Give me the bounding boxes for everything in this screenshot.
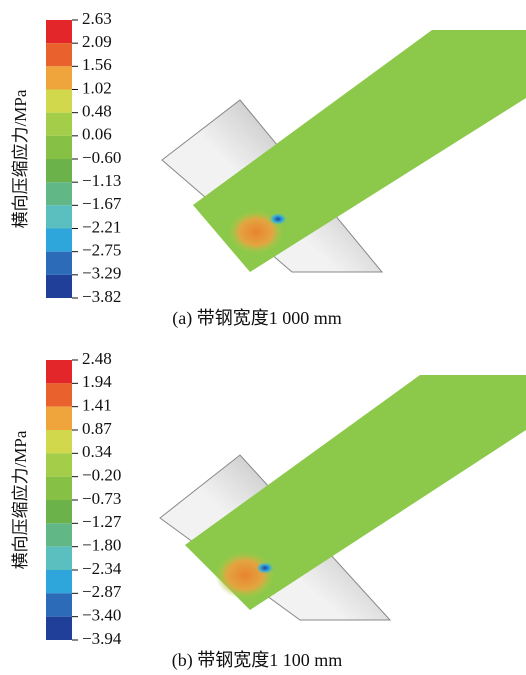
legend-swatch	[46, 43, 72, 66]
legend-label: −2.75	[82, 241, 121, 260]
legend-label: −3.82	[82, 287, 121, 306]
legend-label: 0.48	[82, 102, 112, 121]
caption: (a) 带钢宽度1 000 mm	[172, 308, 341, 329]
caption: (b) 带钢宽度1 100 mm	[172, 650, 343, 671]
legend-swatch	[46, 136, 72, 159]
legend-swatch	[46, 477, 72, 500]
legend-label: 1.94	[82, 372, 112, 391]
legend-label: 1.56	[82, 55, 112, 74]
legend-swatch	[46, 113, 72, 136]
legend-label: 0.34	[82, 442, 112, 461]
legend-swatch	[46, 593, 72, 616]
legend-swatch	[46, 275, 72, 298]
legend-label: −1.13	[82, 171, 121, 190]
legend-swatch	[46, 20, 72, 43]
legend-swatch	[46, 430, 72, 453]
legend-label: −0.73	[82, 489, 121, 508]
legend-label: 2.09	[82, 32, 112, 51]
legend-title: 横向压缩应力/MPa	[11, 89, 30, 228]
figure: 2.63 2.09 1.56 1.02 0.48 0.06 −0.60 −1.13 −1.67 −…	[0, 0, 526, 675]
legend-label: −2.87	[82, 582, 122, 601]
legend-swatch	[46, 205, 72, 228]
legend-swatch	[46, 407, 72, 430]
legend-label: −1.80	[82, 536, 121, 555]
legend-swatch	[46, 617, 72, 640]
legend-title: 横向压缩应力/MPa	[11, 430, 30, 569]
legend-label: −0.60	[82, 148, 121, 167]
legend-swatch	[46, 66, 72, 89]
legend-swatch	[46, 159, 72, 182]
scene-a	[162, 30, 526, 272]
legend-label: −3.40	[82, 606, 121, 625]
legend-label: 2.63	[82, 9, 112, 28]
legend-swatch	[46, 360, 72, 383]
legend-swatch	[46, 547, 72, 570]
legend-label: 1.02	[82, 78, 112, 97]
legend-swatch	[46, 453, 72, 476]
legend-label: −1.27	[82, 512, 122, 531]
legend-swatch	[46, 229, 72, 252]
legend-label: 1.41	[82, 396, 112, 415]
legend-swatch	[46, 570, 72, 593]
legend-label: −2.34	[82, 559, 122, 578]
legend-label: 0.87	[82, 419, 112, 438]
legend-swatch	[46, 523, 72, 546]
legend-label: 0.06	[82, 125, 112, 144]
legend-label: −2.21	[82, 217, 121, 236]
legend-label: −3.94	[82, 629, 122, 648]
legend-label: −0.20	[82, 466, 121, 485]
legend-swatch	[46, 182, 72, 205]
legend-swatch	[46, 90, 72, 113]
legend-label: 2.48	[82, 349, 112, 368]
scene-b	[160, 375, 526, 620]
legend-label: −1.67	[82, 194, 122, 213]
legend-swatch	[46, 500, 72, 523]
legend-swatch	[46, 252, 72, 275]
legend-label: −3.29	[82, 264, 121, 283]
legend-swatch	[46, 383, 72, 406]
